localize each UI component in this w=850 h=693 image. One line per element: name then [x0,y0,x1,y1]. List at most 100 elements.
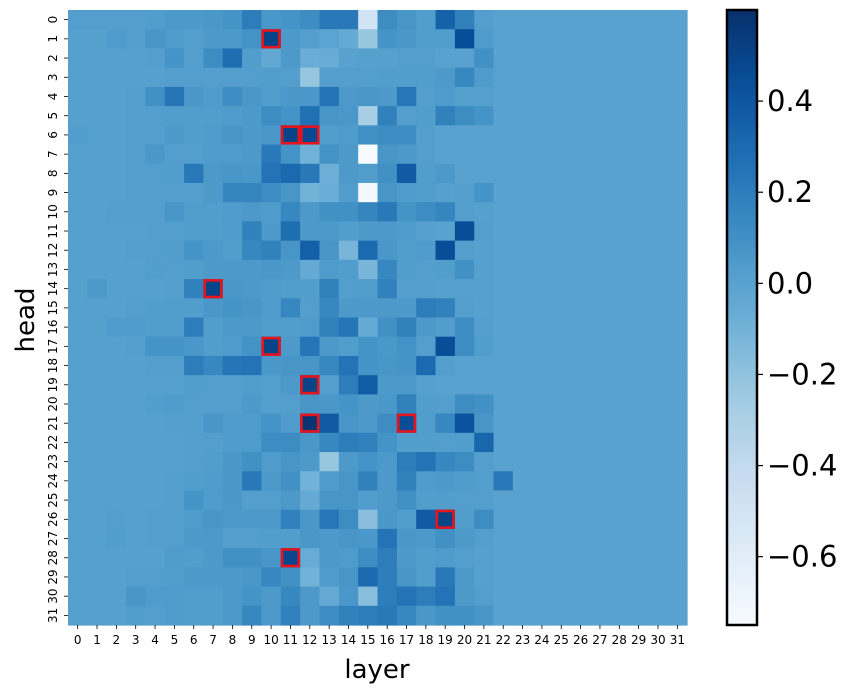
heatmap-cell [87,432,108,453]
heatmap-cell [242,336,263,357]
heatmap-cell [493,106,514,126]
heatmap-cell [222,567,243,588]
heatmap-cell [358,86,379,107]
heatmap-cell [203,298,224,319]
heatmap-cell [416,528,437,549]
heatmap-cell [242,279,263,299]
heatmap-cell [570,528,591,549]
heatmap-cell [164,548,185,568]
heatmap-cell [203,567,224,588]
x-tick-label: 30 [650,633,665,647]
heatmap-cell [435,567,456,588]
heatmap-cell [532,182,553,203]
heatmap-cell [164,567,185,588]
heatmap-cell [184,106,204,126]
heatmap-cell [396,548,417,568]
x-tick-label: 12 [302,633,317,647]
heatmap-cell [222,394,243,415]
heatmap-cell [358,221,379,242]
y-tick-label: 13 [46,262,60,277]
heatmap-cell [300,163,321,184]
heatmap-cell [184,10,204,30]
heatmap-cell [435,86,456,107]
x-tick-label: 8 [229,633,237,647]
x-tick-label: 14 [341,633,356,647]
heatmap-cell [648,548,669,568]
heatmap-cell [68,279,88,299]
heatmap-cell [164,125,185,146]
x-tick-label: 22 [496,633,511,647]
highlight-box [396,413,417,433]
heatmap-cell [396,240,417,261]
heatmap-cell [242,548,263,568]
heatmap-cell [145,48,166,69]
heatmap-cell [68,413,88,434]
heatmap-cell [570,221,591,242]
heatmap-cell [648,182,669,203]
heatmap-cell [532,548,553,568]
heatmap-cell [242,567,263,588]
heatmap-cell [609,298,630,319]
heatmap-cell [164,221,185,242]
heatmap-cell [203,67,224,88]
heatmap-cell [474,375,495,395]
heatmap-cell [280,298,301,319]
heatmap-cell [454,394,475,415]
heatmap-cell [242,48,263,69]
heatmap-cell [570,471,591,492]
heatmap-cell [261,106,282,126]
heatmap-cell [416,509,437,530]
heatmap-cell [126,221,146,242]
heatmap-cell [87,317,108,338]
heatmap-cell [377,586,398,607]
heatmap-cell [319,432,340,453]
heatmap-cell [377,490,398,511]
heatmap-cell [106,375,127,395]
heatmap-cell [68,490,88,511]
heatmap-cell [416,490,437,511]
heatmap-cell [164,163,185,184]
heatmap-cell [628,125,649,146]
heatmap-cell [628,163,649,184]
heatmap-cell [416,29,437,50]
heatmap-cell [416,10,437,30]
heatmap-cell [222,106,243,126]
heatmap-cell [300,317,321,338]
heatmap-cell [319,279,340,299]
heatmap-cell [648,106,669,126]
heatmap-cell [474,471,495,492]
heatmap-cell [126,548,146,568]
heatmap-cell [184,202,204,223]
heatmap-cell [280,413,301,434]
heatmap-cell [126,605,146,626]
heatmap-cell [126,471,146,492]
heatmap-cell [126,144,146,165]
heatmap-cell [435,605,456,626]
heatmap-cell [184,259,204,280]
heatmap-cell [532,413,553,434]
heatmap-cell [667,605,688,626]
heatmap-cell [493,548,514,568]
heatmap-cell [590,605,611,626]
heatmap-cell [609,413,630,434]
heatmap-cell [261,298,282,319]
heatmap-cell [164,106,185,126]
heatmap-cell [280,240,301,261]
heatmap-cell [358,279,379,299]
heatmap-cell [667,163,688,184]
x-tick-label: 7 [209,633,217,647]
heatmap-cell [416,567,437,588]
heatmap-cell [609,528,630,549]
heatmap-cell [512,471,533,492]
heatmap-cell [532,528,553,549]
heatmap-cell [280,48,301,69]
heatmap-cell [261,240,282,261]
heatmap-cell [396,586,417,607]
heatmap-cell [416,548,437,568]
heatmap-cell [628,375,649,395]
heatmap-cell [164,10,185,30]
heatmap-cell [493,586,514,607]
heatmap-cell [377,471,398,492]
heatmap-cell [106,528,127,549]
x-axis-label: layer [344,655,410,685]
